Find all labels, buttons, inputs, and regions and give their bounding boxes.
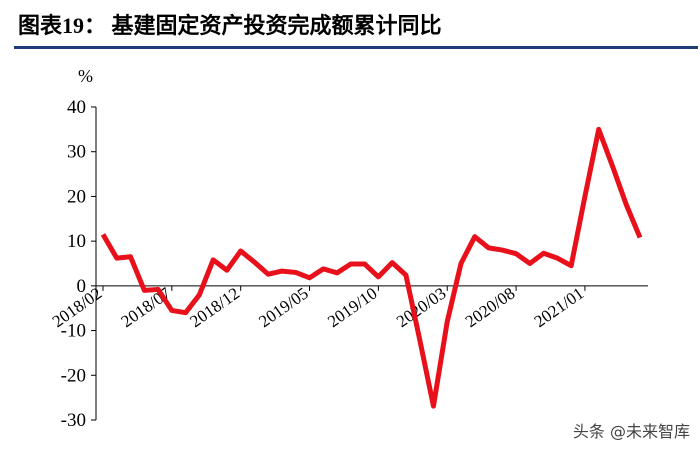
chart-title: 图表19： 基建固定资产投资完成额累计同比 [18, 13, 442, 38]
y-tick-label: -30 [61, 410, 86, 431]
y-tick-label: 0 [77, 276, 87, 297]
series-line [100, 126, 643, 409]
y-tick-label: -20 [61, 365, 86, 386]
y-tick-label: 30 [67, 142, 86, 163]
x-tick-label: 2020/08 [462, 284, 519, 332]
y-tick-label: 10 [67, 231, 86, 252]
x-tick-label: 2019/10 [324, 284, 381, 332]
y-tick-label: 40 [67, 97, 86, 118]
x-tick-label: 2020/03 [393, 284, 450, 332]
watermark: 头条 @未来智库 [573, 422, 690, 441]
y-tick-label: 20 [67, 186, 86, 207]
x-tick-label: 2021/01 [531, 284, 588, 332]
y-tick-label: -10 [61, 321, 86, 342]
x-tick-label: 2018/12 [186, 284, 243, 332]
y-axis-label: % [78, 66, 93, 86]
title-rule [14, 46, 698, 49]
x-tick-label: 2019/05 [255, 284, 312, 332]
